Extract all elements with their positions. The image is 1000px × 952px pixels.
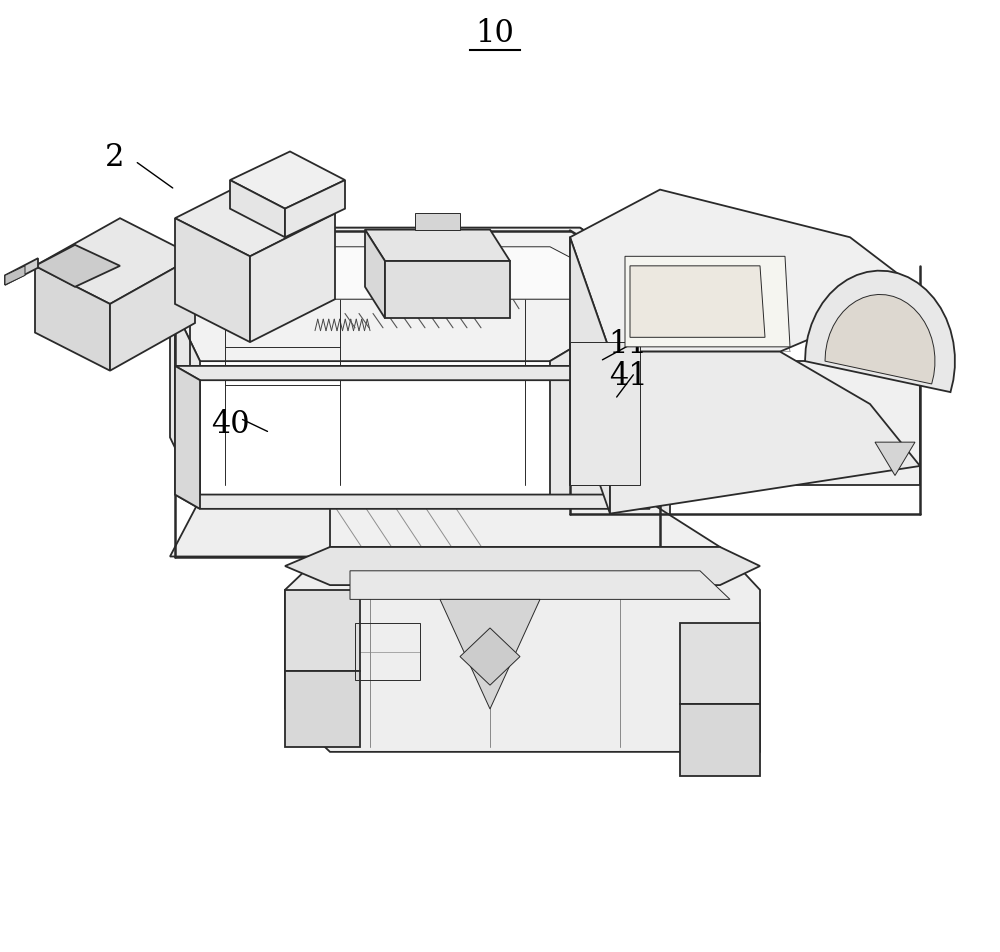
Polygon shape — [170, 228, 670, 362]
Polygon shape — [625, 257, 790, 347]
Polygon shape — [680, 704, 760, 776]
Polygon shape — [805, 271, 955, 392]
Polygon shape — [285, 590, 360, 671]
Polygon shape — [415, 214, 460, 230]
Polygon shape — [285, 181, 345, 238]
Polygon shape — [110, 257, 195, 371]
Polygon shape — [330, 500, 720, 547]
Polygon shape — [350, 571, 730, 600]
Polygon shape — [175, 367, 650, 381]
Polygon shape — [170, 300, 200, 500]
Polygon shape — [875, 443, 915, 476]
Polygon shape — [570, 238, 610, 514]
Text: 41: 41 — [609, 361, 647, 391]
Polygon shape — [385, 262, 510, 319]
Text: 11: 11 — [608, 329, 648, 360]
Polygon shape — [825, 295, 935, 385]
Polygon shape — [200, 248, 650, 300]
Polygon shape — [230, 181, 285, 238]
Polygon shape — [570, 362, 920, 486]
Text: 20: 20 — [266, 161, 304, 191]
Polygon shape — [285, 547, 760, 752]
Polygon shape — [570, 190, 900, 352]
Polygon shape — [175, 176, 335, 257]
Polygon shape — [175, 495, 650, 509]
Polygon shape — [230, 152, 345, 209]
Text: 40: 40 — [211, 408, 249, 439]
Text: 2: 2 — [105, 142, 125, 172]
Polygon shape — [570, 343, 640, 486]
Polygon shape — [285, 671, 360, 747]
Text: 10: 10 — [476, 18, 514, 49]
Text: 1: 1 — [885, 289, 905, 320]
Polygon shape — [250, 214, 335, 343]
Polygon shape — [175, 219, 250, 343]
Polygon shape — [35, 219, 195, 305]
Polygon shape — [5, 259, 38, 286]
Polygon shape — [170, 228, 670, 309]
Polygon shape — [35, 246, 120, 288]
Polygon shape — [365, 230, 385, 319]
Polygon shape — [680, 624, 760, 704]
Polygon shape — [550, 290, 670, 557]
Polygon shape — [5, 267, 25, 286]
Polygon shape — [440, 600, 540, 709]
Polygon shape — [170, 500, 670, 557]
Polygon shape — [460, 628, 520, 685]
Polygon shape — [35, 267, 110, 371]
Polygon shape — [285, 547, 760, 585]
Polygon shape — [365, 230, 510, 262]
Polygon shape — [630, 267, 765, 338]
Polygon shape — [610, 352, 920, 514]
Polygon shape — [175, 367, 200, 509]
